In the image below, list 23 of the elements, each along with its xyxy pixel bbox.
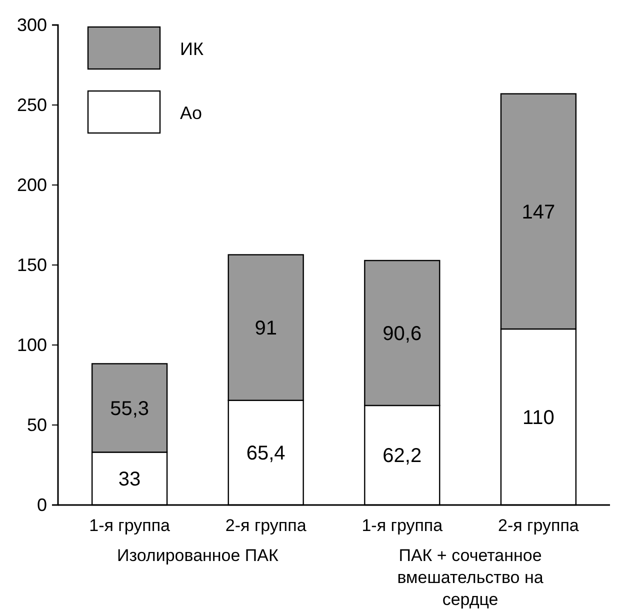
x-tick-label: 1-я группа	[362, 516, 444, 536]
legend-label: ИК	[180, 39, 204, 59]
data-label: 90,6	[382, 323, 422, 345]
data-label: 33	[118, 468, 141, 491]
data-label: 62,2	[382, 445, 422, 468]
data-label: 147	[522, 201, 556, 224]
y-tick-label: 50	[26, 414, 47, 435]
y-tick-label: 200	[16, 174, 47, 195]
y-tick-label: 100	[16, 334, 47, 355]
text: ПАК + сочетанное вмешательство на сердце	[397, 546, 544, 609]
data-label: 55,3	[110, 398, 150, 420]
y-tick-label: 0	[36, 494, 47, 515]
y-tick-label: 300	[16, 14, 47, 35]
legend-label: Ao	[180, 103, 202, 123]
data-label: 110	[522, 407, 554, 429]
data-label: 65,4	[246, 442, 286, 465]
x-tick-label: 2-я группа	[225, 516, 307, 536]
text: Изолированное ПАК	[117, 546, 278, 565]
x-tick-label: 1-я группа	[89, 516, 171, 536]
y-tick-label: 250	[16, 94, 47, 115]
y-tick-label: 150	[16, 254, 47, 275]
data-label: 91	[254, 318, 277, 340]
x-tick-label: 2-я группа	[498, 516, 580, 536]
